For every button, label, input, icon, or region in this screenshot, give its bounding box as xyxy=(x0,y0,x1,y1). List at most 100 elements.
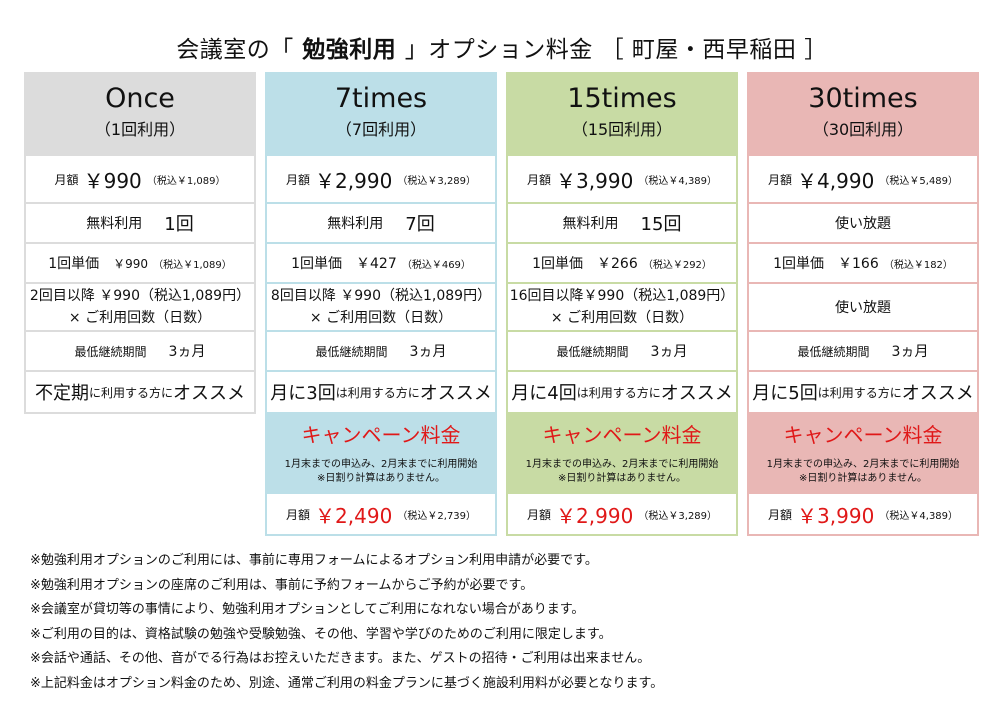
campaign-tax: （税込￥4,389） xyxy=(879,510,959,522)
plan-body: 月額 ￥2,990 （税込￥3,289） 無料利用 7回 1回単価 ￥427 （税込… xyxy=(265,154,497,414)
extra-use-line2: × ご利用回数（日数） xyxy=(309,310,453,326)
recommendation-emphasis: 月に4回 xyxy=(511,383,577,404)
recommendation-row: 不定期 に利用する方に オススメ xyxy=(26,372,254,412)
recommendation-text: は利用する方に xyxy=(576,385,661,400)
minimum-term-value: 3ヵ月 xyxy=(168,344,206,360)
extra-use-line1: 8回目以降 ￥990（税込1,089円） xyxy=(270,288,492,304)
minimum-term-label: 最低継続期間 xyxy=(556,344,629,359)
monthly-label: 月額 xyxy=(526,172,551,187)
campaign-price-row: 月額 ￥2,490 （税込￥2,739） xyxy=(267,492,495,534)
notes-list: ※勉強利用オプションのご利用には、事前に専用フォームによるオプション利用申請が必… xyxy=(30,549,663,697)
extra-use-row: 使い放題 xyxy=(749,284,977,332)
plan-name: Once xyxy=(105,83,175,114)
unit-price-label: 1回単価 xyxy=(291,256,342,272)
campaign-price: ￥2,490 xyxy=(315,503,393,528)
title-bold: 勉強利用 xyxy=(293,37,405,63)
plan-header: 30times （30回利用） xyxy=(747,72,979,154)
unit-price-value: ￥266 xyxy=(597,256,638,272)
free-use-value: 15回 xyxy=(640,214,682,235)
campaign-box: キャンペーン料金 1月末までの申込み、2月末までに利用開始 ※日割り計算はありま… xyxy=(265,414,497,536)
free-use-value: 使い放題 xyxy=(835,216,891,232)
unit-price-label: 1回単価 xyxy=(48,256,100,272)
campaign-note: 1月末までの申込み、2月末までに利用開始 ※日割り計算はありません。 xyxy=(267,454,495,492)
unit-price-tax: （税込￥292） xyxy=(642,259,712,271)
monthly-price: ￥990 xyxy=(83,168,142,193)
recommendation-row: 月に4回 は利用する方に オススメ xyxy=(508,372,736,412)
plan-header: 15times （15回利用） xyxy=(506,72,738,154)
note-item: ※ご利用の目的は、資格試験の勉強や受験勉強、その他、学習や学びのためのご利用に限… xyxy=(30,626,612,642)
unit-price-value: ￥166 xyxy=(838,256,879,272)
campaign-price: ￥2,990 xyxy=(556,503,634,528)
recommendation-text: に利用する方に xyxy=(88,385,173,400)
plan-name: 7times xyxy=(334,83,428,114)
plan-body: 月額 ￥3,990 （税込￥4,389） 無料利用 15回 1回単価 ￥266 （税… xyxy=(506,154,738,414)
free-use-row: 使い放題 xyxy=(749,204,977,244)
monthly-price-row: 月額 ￥4,990 （税込￥5,489） xyxy=(749,156,977,204)
minimum-term-row: 最低継続期間 3ヵ月 xyxy=(26,332,254,372)
campaign-price-row: 月額 ￥3,990 （税込￥4,389） xyxy=(749,492,977,534)
free-use-value: 1回 xyxy=(164,214,194,235)
minimum-term-row: 最低継続期間 3ヵ月 xyxy=(508,332,736,372)
unit-price-value: ￥427 xyxy=(356,256,397,272)
monthly-price: ￥3,990 xyxy=(556,168,634,193)
plan-name: 30times xyxy=(808,83,918,114)
monthly-tax: （税込￥5,489） xyxy=(879,175,959,187)
free-use-row: 無料利用 1回 xyxy=(26,204,254,244)
recommendation-emphasis: 月に5回 xyxy=(752,383,818,404)
campaign-label: 月額 xyxy=(767,507,792,522)
campaign-note-line1: 1月末までの申込み、2月末までに利用開始 xyxy=(284,459,478,470)
minimum-term-label: 最低継続期間 xyxy=(797,344,870,359)
campaign-price: ￥3,990 xyxy=(797,503,875,528)
recommendation-emphasis: 月に3回 xyxy=(270,383,336,404)
monthly-price-row: 月額 ￥990 （税込￥1,089） xyxy=(26,156,254,204)
plan-body: 月額 ￥990 （税込￥1,089） 無料利用 1回 1回単価 ￥990 （税込￥1… xyxy=(24,154,256,414)
recommendation-tail: オススメ xyxy=(419,383,492,404)
plan-subtitle: （1回利用） xyxy=(94,120,186,139)
campaign-tax: （税込￥2,739） xyxy=(397,510,477,522)
monthly-label: 月額 xyxy=(54,172,79,187)
note-item: ※上記料金はオプション料金のため、別途、通常ご利用の料金プランに基づく施設利用料… xyxy=(30,675,664,691)
plan-body: 月額 ￥4,990 （税込￥5,489） 使い放題 1回単価 ￥166 （税込￥1… xyxy=(747,154,979,414)
minimum-term-value: 3ヵ月 xyxy=(650,344,688,360)
unit-price-row: 1回単価 ￥266 （税込￥292） xyxy=(508,244,736,284)
recommendation-tail: オススメ xyxy=(901,383,974,404)
monthly-price: ￥2,990 xyxy=(315,168,393,193)
monthly-label: 月額 xyxy=(285,172,310,187)
campaign-title: キャンペーン料金 xyxy=(783,423,943,447)
campaign-note: 1月末までの申込み、2月末までに利用開始 ※日割り計算はありません。 xyxy=(508,454,736,492)
plan-header: Once （1回利用） xyxy=(24,72,256,154)
recommendation-tail: オススメ xyxy=(660,383,733,404)
plan-subtitle: （30回利用） xyxy=(812,120,914,139)
recommendation-tail: オススメ xyxy=(173,383,245,404)
plan-15times: 15times （15回利用） 月額 ￥3,990 （税込￥4,389） 無料利… xyxy=(506,72,738,536)
free-use-row: 無料利用 15回 xyxy=(508,204,736,244)
minimum-term-value: 3ヵ月 xyxy=(409,344,447,360)
plan-once: Once （1回利用） 月額 ￥990 （税込￥1,089） 無料利用 1回 1回… xyxy=(24,72,256,414)
extra-use-row: 16回目以降￥990（税込1,089円） × ご利用回数（日数） xyxy=(508,284,736,332)
extra-use-row: 8回目以降 ￥990（税込1,089円） × ご利用回数（日数） xyxy=(267,284,495,332)
minimum-term-label: 最低継続期間 xyxy=(315,344,388,359)
unit-price-tax: （税込￥182） xyxy=(883,259,953,271)
monthly-price-row: 月額 ￥3,990 （税込￥4,389） xyxy=(508,156,736,204)
extra-use-line2: × ご利用回数（日数） xyxy=(550,310,694,326)
plan-30times: 30times （30回利用） 月額 ￥4,990 （税込￥5,489） 使い放… xyxy=(747,72,979,536)
unit-price-row: 1回単価 ￥427 （税込￥469） xyxy=(267,244,495,284)
unit-price-row: 1回単価 ￥166 （税込￥182） xyxy=(749,244,977,284)
free-use-row: 無料利用 7回 xyxy=(267,204,495,244)
note-item: ※勉強利用オプションのご利用には、事前に専用フォームによるオプション利用申請が必… xyxy=(30,553,598,568)
monthly-price-row: 月額 ￥2,990 （税込￥3,289） xyxy=(267,156,495,204)
monthly-price: ￥4,990 xyxy=(797,168,875,193)
minimum-term-value: 3ヵ月 xyxy=(891,344,929,360)
campaign-box: キャンペーン料金 1月末までの申込み、2月末までに利用開始 ※日割り計算はありま… xyxy=(747,414,979,536)
unit-price-label: 1回単価 xyxy=(773,256,824,272)
campaign-box: キャンペーン料金 1月末までの申込み、2月末までに利用開始 ※日割り計算はありま… xyxy=(506,414,738,536)
title-suffix: 」オプション料金 ［ 町屋・西早稲田 ］ xyxy=(404,37,828,63)
plan-subtitle: （7回利用） xyxy=(335,120,427,139)
unit-price-tax: （税込￥469） xyxy=(401,259,471,271)
recommendation-text: は利用する方に xyxy=(335,385,420,400)
page-title: 会議室の「 勉強利用 」オプション料金 ［ 町屋・西早稲田 ］ xyxy=(0,30,1004,64)
unit-price-row: 1回単価 ￥990 （税込￥1,089） xyxy=(26,244,254,284)
extra-use-line1: 16回目以降￥990（税込1,089円） xyxy=(509,288,735,304)
campaign-note-line2: ※日割り計算はありません。 xyxy=(798,473,928,484)
title-prefix: 会議室の「 xyxy=(176,37,294,63)
